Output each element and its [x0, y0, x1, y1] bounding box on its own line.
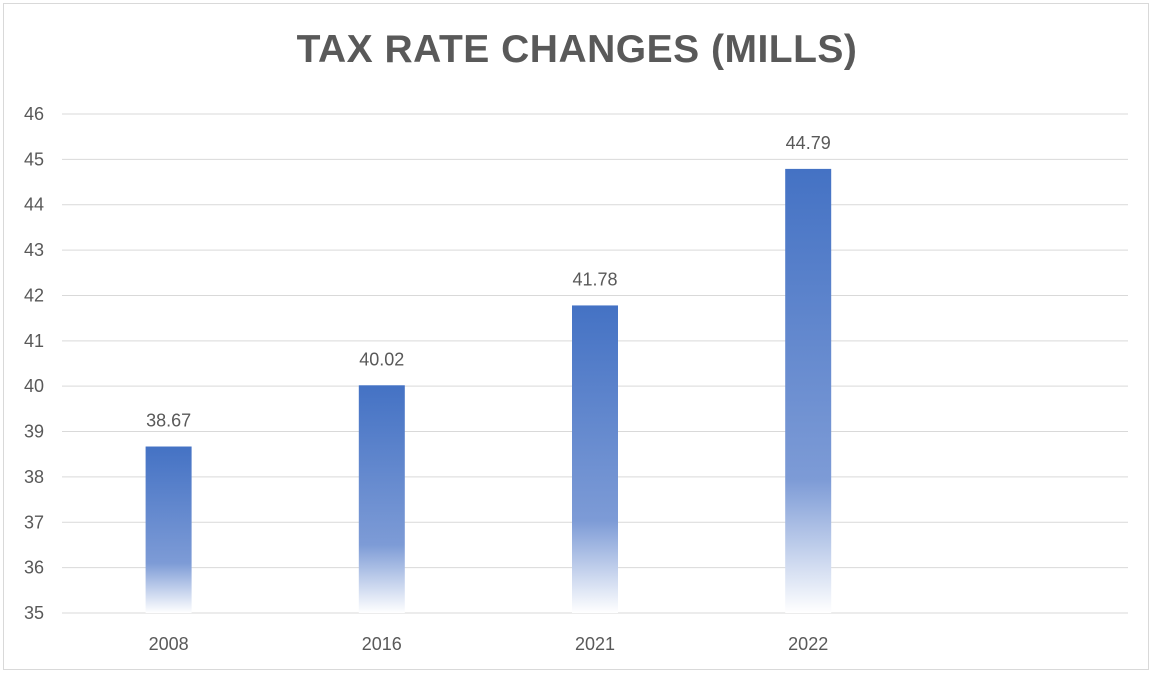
y-tick-label: 41 [24, 331, 44, 351]
data-label-2022: 44.79 [786, 133, 831, 153]
y-tick-label: 44 [24, 195, 44, 215]
x-tick-label: 2016 [362, 634, 402, 654]
x-axis-ticks: 2008 2016 2021 2022 [149, 634, 829, 654]
x-tick-label: 2021 [575, 634, 615, 654]
bar-2016 [358, 385, 405, 613]
x-tick-label: 2022 [788, 634, 828, 654]
y-tick-label: 40 [24, 376, 44, 396]
y-tick-label: 35 [24, 603, 44, 623]
x-tick-label: 2008 [149, 634, 189, 654]
bar-2021 [572, 305, 618, 613]
y-tick-label: 45 [24, 149, 44, 169]
y-tick-label: 38 [24, 467, 44, 487]
bars [145, 168, 832, 613]
y-tick-label: 36 [24, 558, 44, 578]
data-label-2008: 38.67 [146, 411, 191, 431]
y-tick-label: 46 [24, 104, 44, 124]
y-tick-label: 43 [24, 240, 44, 260]
y-axis-ticks: 35 36 37 38 39 40 41 42 43 44 45 46 [24, 104, 44, 623]
bar-2022 [785, 168, 832, 613]
chart-title: TAX RATE CHANGES (MILLS) [296, 28, 858, 71]
y-tick-label: 42 [24, 285, 44, 305]
y-tick-label: 39 [24, 422, 44, 442]
data-labels: 38.67 40.02 41.78 44.79 [146, 133, 831, 431]
bar-2008 [145, 446, 192, 613]
y-tick-label: 37 [24, 512, 44, 532]
data-label-2021: 41.78 [572, 269, 617, 289]
data-label-2016: 40.02 [359, 349, 404, 369]
